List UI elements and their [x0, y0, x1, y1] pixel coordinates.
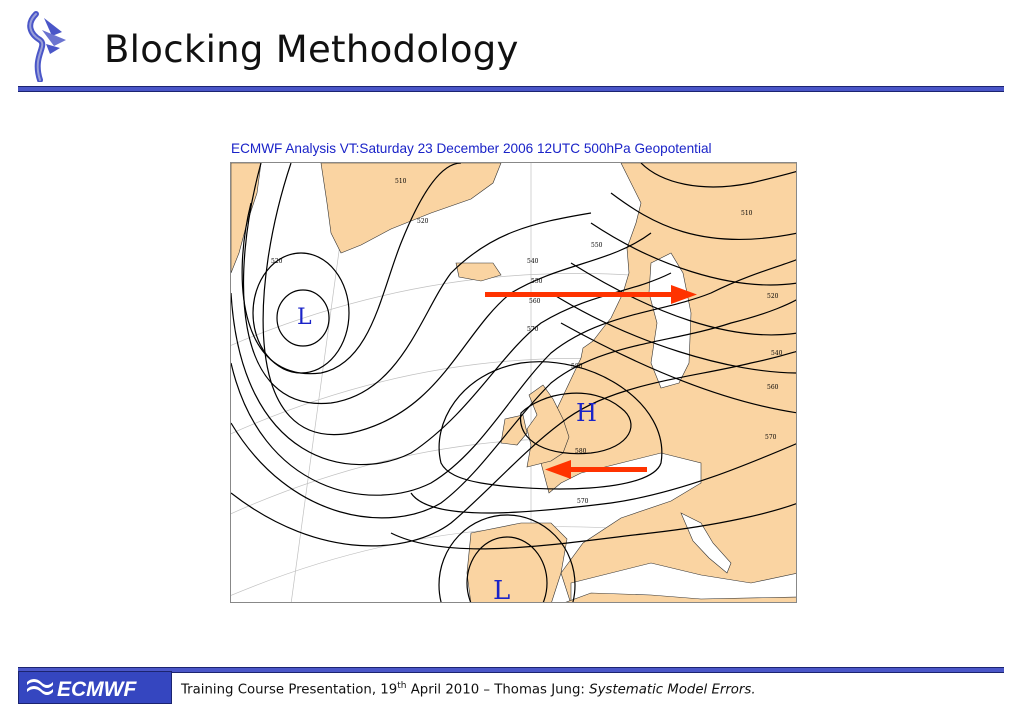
low-sw-label: L — [493, 576, 510, 603]
contour-label: 540 — [527, 258, 539, 265]
footer-text: Training Course Presentation, 19th April… — [181, 681, 756, 697]
contour-label: 570 — [577, 498, 589, 505]
contour-label: 560 — [529, 298, 541, 305]
baltic — [648, 252, 692, 389]
contour-label: 580 — [571, 363, 583, 370]
header-divider — [18, 86, 1004, 92]
contours — [231, 163, 796, 602]
contour-label: 520 — [767, 293, 779, 300]
footer-text-main: Training Course Presentation, 19 — [181, 682, 398, 698]
contour-label: 520 — [417, 218, 429, 225]
contour-labels: 510 520 540 550 560 570 580 580 570 510 … — [271, 178, 783, 505]
footer-text-rest: April 2010 – Thomas Jung: — [406, 682, 590, 698]
iceland — [320, 163, 502, 254]
map-title: ECMWF Analysis VT:Saturday 23 December 2… — [231, 141, 712, 156]
contour-label: 550 — [531, 278, 543, 285]
high-label: H — [576, 399, 597, 427]
footer-text-italic: Systematic Model Errors. — [589, 682, 756, 698]
iberia — [466, 522, 568, 602]
north-africa — [565, 592, 796, 602]
ecmwf-brand-logo: ECMWF — [18, 671, 172, 704]
ecmwf-wave-icon — [27, 679, 53, 695]
contour-label: 550 — [591, 242, 603, 249]
west-arrow — [545, 460, 647, 479]
contour-label: 510 — [741, 210, 753, 217]
footer-divider — [18, 667, 1004, 673]
faroe — [455, 262, 502, 282]
east-arrow — [485, 285, 697, 304]
contour-label: 510 — [395, 178, 407, 185]
flow-arrows — [485, 285, 697, 479]
mediterranean — [570, 562, 796, 602]
footer-text-sup: th — [397, 681, 407, 691]
land — [231, 163, 796, 602]
contour-label: 520 — [271, 258, 283, 265]
ecmwf-logo-icon — [22, 10, 70, 83]
contour-label: 580 — [575, 448, 587, 455]
geopotential-map: 510 520 540 550 560 570 580 580 570 510 … — [230, 162, 797, 603]
contour-label: 560 — [767, 384, 779, 391]
contour-label: 540 — [771, 350, 783, 357]
brand-text: ECMWF — [57, 678, 137, 701]
contour-label: 570 — [527, 326, 539, 333]
contour-label: 570 — [765, 434, 777, 441]
page-title: Blocking Methodology — [104, 28, 519, 71]
low-nw-label: L — [297, 305, 312, 330]
